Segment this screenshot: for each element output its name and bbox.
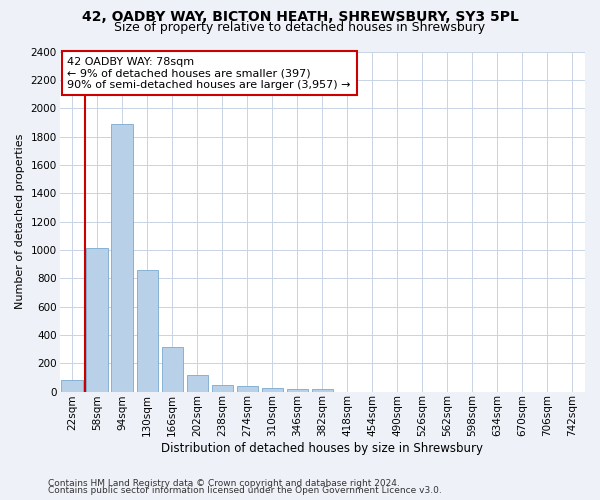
Bar [112, 124, 133, 392]
Bar [137, 270, 158, 392]
Text: Size of property relative to detached houses in Shrewsbury: Size of property relative to detached ho… [115, 22, 485, 35]
Bar [61, 380, 83, 392]
Text: 42, OADBY WAY, BICTON HEATH, SHREWSBURY, SY3 5PL: 42, OADBY WAY, BICTON HEATH, SHREWSBURY,… [82, 10, 518, 24]
Bar [311, 390, 333, 392]
Bar [287, 388, 308, 392]
Bar [236, 386, 258, 392]
X-axis label: Distribution of detached houses by size in Shrewsbury: Distribution of detached houses by size … [161, 442, 483, 455]
Text: Contains HM Land Registry data © Crown copyright and database right 2024.: Contains HM Land Registry data © Crown c… [48, 478, 400, 488]
Bar [161, 347, 183, 392]
Y-axis label: Number of detached properties: Number of detached properties [15, 134, 25, 309]
Bar [86, 248, 108, 392]
Text: 42 OADBY WAY: 78sqm
← 9% of detached houses are smaller (397)
90% of semi-detach: 42 OADBY WAY: 78sqm ← 9% of detached hou… [67, 56, 351, 90]
Bar [187, 375, 208, 392]
Text: Contains public sector information licensed under the Open Government Licence v3: Contains public sector information licen… [48, 486, 442, 495]
Bar [212, 384, 233, 392]
Bar [262, 388, 283, 392]
